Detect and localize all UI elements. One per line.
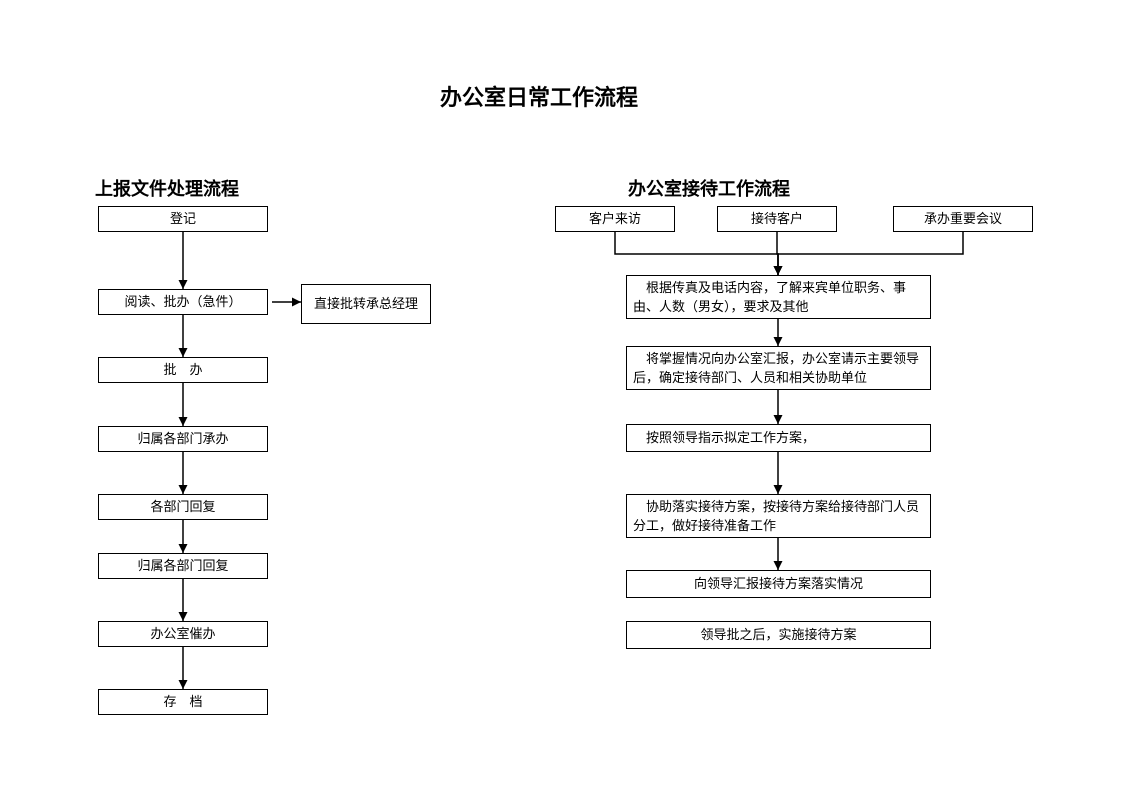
subtitle-right: 办公室接待工作流程 — [628, 175, 790, 201]
right-top-box-r1: 客户来访 — [555, 206, 675, 232]
right-body-box-rb2: 将掌握情况向办公室汇报，办公室请示主要领导后，确定接待部门、人员和相关协助单位 — [626, 346, 931, 390]
right-top-box-r2: 接待客户 — [717, 206, 837, 232]
right-body-box-rb6: 领导批之后，实施接待方案 — [626, 621, 931, 649]
left-box-l1: 登记 — [98, 206, 268, 232]
left-box-l4: 归属各部门承办 — [98, 426, 268, 452]
right-body-box-rb3: 按照领导指示拟定工作方案， — [626, 424, 931, 452]
left-box-l3: 批 办 — [98, 357, 268, 383]
left-box-l2: 阅读、批办（急件） — [98, 289, 268, 315]
arrow-layer — [0, 0, 1122, 793]
left-box-l5: 各部门回复 — [98, 494, 268, 520]
left-box-lside: 直接批转承总经理 — [301, 284, 431, 324]
right-top-box-r3: 承办重要会议 — [893, 206, 1033, 232]
left-box-l6: 归属各部门回复 — [98, 553, 268, 579]
flowchart-diagram: 办公室日常工作流程 上报文件处理流程 办公室接待工作流程 登记阅读、批办（急件）… — [0, 0, 1122, 793]
left-box-l7: 办公室催办 — [98, 621, 268, 647]
main-title: 办公室日常工作流程 — [440, 80, 638, 112]
right-body-box-rb5: 向领导汇报接待方案落实情况 — [626, 570, 931, 598]
subtitle-left: 上报文件处理流程 — [95, 175, 239, 201]
right-body-box-rb1: 根据传真及电话内容，了解来宾单位职务、事由、人数（男女），要求及其他 — [626, 275, 931, 319]
right-body-box-rb4: 协助落实接待方案，按接待方案给接待部门人员分工，做好接待准备工作 — [626, 494, 931, 538]
left-box-l8: 存 档 — [98, 689, 268, 715]
